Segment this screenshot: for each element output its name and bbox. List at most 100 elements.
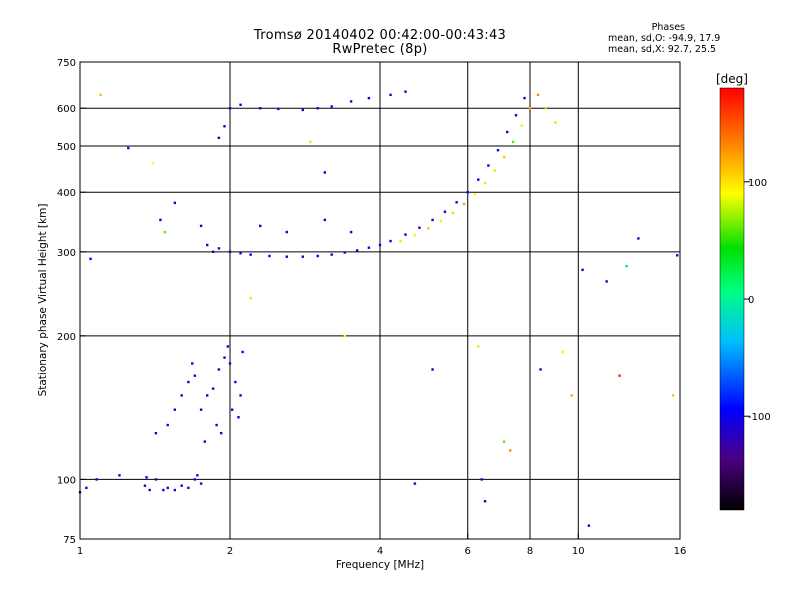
data-point	[637, 237, 640, 240]
data-point	[199, 224, 203, 228]
data-point	[323, 218, 327, 222]
data-point	[159, 218, 162, 222]
data-point	[154, 478, 158, 481]
data-point	[268, 254, 271, 258]
data-point	[493, 169, 497, 172]
data-point	[217, 368, 221, 371]
phase-x-label: mean, sd,X:	[608, 44, 665, 55]
data-point	[85, 486, 88, 490]
data-point	[355, 249, 359, 252]
data-point	[528, 107, 532, 110]
data-point	[239, 103, 242, 107]
data-point	[367, 246, 371, 249]
data-point	[173, 201, 177, 205]
data-point	[211, 250, 215, 254]
colorbar-ticks: 100 0 -100	[744, 178, 771, 423]
x-axis-ticks: 1 2 4 6 8 10 16	[77, 533, 686, 557]
data-point	[343, 334, 347, 338]
series-group	[89, 93, 679, 527]
chart-subtitle: RwPretec (8p)	[332, 42, 428, 57]
y-tick-label: 750	[57, 58, 76, 69]
y-tick-label: 300	[57, 248, 76, 259]
data-point	[618, 374, 621, 377]
data-points	[78, 90, 679, 527]
phase-stats-heading: Phases	[651, 22, 685, 33]
data-point	[173, 408, 177, 411]
series-group	[78, 474, 203, 494]
x-tick-label: 1	[77, 546, 83, 557]
x-tick-label: 10	[572, 546, 585, 557]
data-point	[520, 124, 523, 127]
data-point	[193, 478, 197, 481]
y-tick-label: 500	[57, 142, 76, 153]
data-point	[349, 230, 353, 234]
data-point	[173, 488, 177, 492]
data-point	[154, 431, 158, 435]
data-point	[217, 247, 221, 250]
data-point	[259, 107, 262, 110]
data-point	[389, 93, 392, 97]
phase-stats-x: mean, sd,X: 92.7, 25.5	[560, 44, 760, 55]
data-point	[285, 255, 288, 258]
data-point	[676, 254, 679, 257]
data-point	[431, 218, 434, 222]
data-point	[193, 374, 197, 377]
phase-x-values: 92.7, 25.5	[667, 44, 717, 55]
data-point	[605, 280, 608, 283]
data-point	[199, 408, 203, 411]
data-point	[561, 350, 564, 354]
data-point	[487, 164, 490, 167]
data-point	[404, 233, 407, 236]
phase-o-label: mean, sd,O:	[608, 33, 666, 44]
data-point	[180, 484, 183, 487]
data-point	[480, 478, 483, 481]
data-point	[367, 96, 371, 100]
data-point	[196, 474, 199, 477]
data-point	[301, 255, 305, 258]
data-point	[163, 230, 167, 234]
x-axis-label: Frequency [MHz]	[336, 559, 424, 571]
data-point	[544, 107, 547, 110]
series-group	[399, 93, 557, 243]
data-point	[211, 387, 215, 390]
data-point	[223, 125, 226, 128]
data-point	[473, 193, 477, 196]
y-tick-label: 75	[63, 535, 76, 546]
data-point	[166, 486, 169, 490]
data-point	[143, 484, 147, 487]
data-point	[215, 423, 218, 427]
data-point	[95, 478, 98, 481]
data-point	[404, 90, 407, 93]
data-point	[99, 93, 102, 97]
data-point	[223, 356, 226, 359]
data-point	[514, 114, 518, 117]
data-point	[237, 416, 240, 419]
colorbar-tick-label: 0	[748, 295, 754, 306]
colorbar-unit: [deg]	[716, 72, 748, 86]
data-point	[187, 486, 190, 490]
data-point	[249, 296, 252, 300]
data-point	[277, 107, 280, 111]
data-point	[323, 171, 327, 174]
data-point	[151, 162, 155, 165]
phase-stats: Phases mean, sd,O: -94.9, 17.9 mean, sd,…	[560, 22, 760, 55]
data-point	[413, 482, 417, 485]
data-point	[378, 243, 382, 247]
data-point	[309, 140, 312, 144]
colorbar-tick-label: 100	[748, 178, 767, 189]
data-point	[399, 239, 402, 243]
data-point	[539, 368, 542, 371]
data-point	[205, 394, 209, 397]
data-point	[199, 482, 203, 485]
series-group	[199, 96, 526, 258]
colorbar-tick-label: -100	[748, 412, 771, 423]
data-point	[127, 146, 130, 150]
data-point	[554, 121, 557, 124]
data-point	[228, 250, 232, 254]
data-point	[587, 524, 591, 527]
data-point	[301, 108, 305, 112]
data-point	[483, 181, 487, 185]
data-point	[230, 408, 234, 411]
data-point	[226, 345, 230, 348]
data-point	[316, 107, 319, 110]
